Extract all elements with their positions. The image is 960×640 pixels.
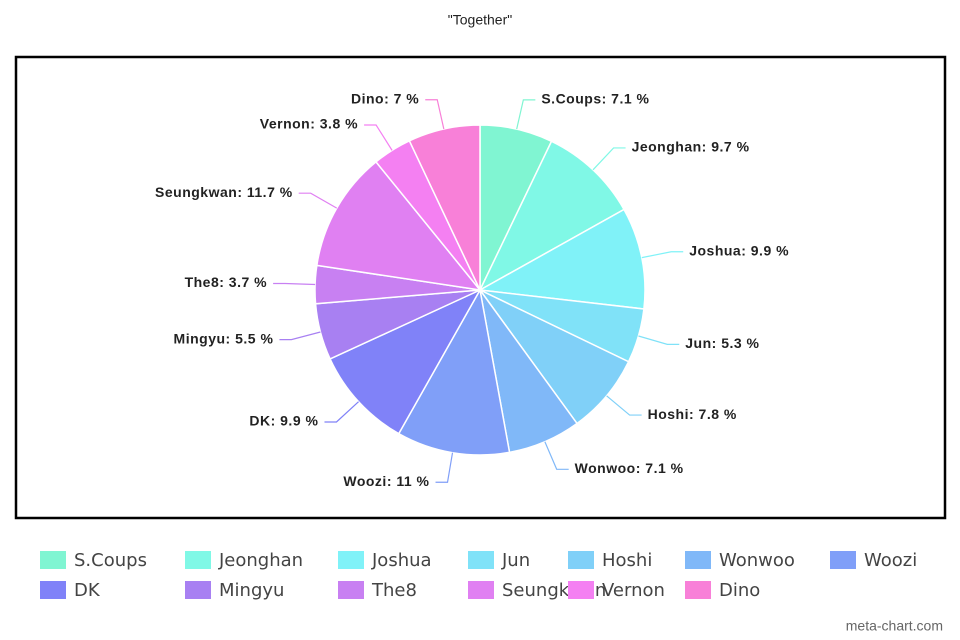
data-label: Woozi: 11 % (343, 473, 429, 489)
legend-swatch (40, 581, 66, 599)
legend-label: Wonwoo (719, 550, 795, 571)
leader-line (273, 282, 316, 286)
leader-line (364, 124, 393, 151)
chart-title: "Together" (448, 12, 512, 28)
pie-slice (329, 288, 482, 435)
leader-line (641, 251, 684, 259)
leader-line (544, 441, 569, 470)
data-label: Jeonghan: 9.7 % (632, 139, 750, 155)
legend-label: Jeonghan (218, 550, 303, 571)
legend-swatch (40, 551, 66, 569)
legend-swatch (468, 581, 494, 599)
legend-swatch (468, 551, 494, 569)
legend-swatch (568, 551, 594, 569)
data-label: Seungkwan: 11.7 % (155, 184, 293, 200)
legend-swatch (568, 581, 594, 599)
data-label: Vernon: 3.8 % (260, 116, 358, 132)
legend-swatch (185, 551, 211, 569)
leader-line (435, 452, 454, 483)
legend-label: Vernon (602, 580, 665, 601)
legend-label: Jun (501, 550, 530, 571)
legend-swatch (338, 581, 364, 599)
leader-line (516, 99, 536, 130)
legend-swatch (338, 551, 364, 569)
data-label: Mingyu: 5.5 % (174, 330, 274, 346)
leader-line (606, 395, 642, 416)
legend-label: Mingyu (219, 580, 284, 601)
legend-label: S.Coups (74, 550, 147, 571)
legend-swatch (685, 551, 711, 569)
legend-label: Woozi (864, 550, 917, 571)
legend-label: The8 (371, 580, 417, 601)
data-label: Joshua: 9.9 % (689, 242, 789, 258)
pie-slice (397, 287, 511, 456)
legend-label: Dino (719, 580, 760, 601)
leader-line (298, 192, 338, 209)
legend-label: Hoshi (602, 550, 652, 571)
data-label: Jun: 5.3 % (685, 335, 759, 351)
legend-swatch (685, 581, 711, 599)
pie-slice (315, 160, 482, 292)
leader-line (279, 331, 321, 341)
leader-line (425, 99, 445, 130)
data-label: The8: 3.7 % (185, 274, 268, 290)
plot-frame (14, 55, 947, 520)
watermark: meta-chart.com (846, 618, 943, 634)
legend-label: DK (74, 580, 101, 601)
leader-line (638, 335, 680, 345)
leader-line (324, 401, 359, 423)
data-label: DK: 9.9 % (249, 413, 318, 429)
legend-label: Joshua (371, 550, 432, 571)
legend-swatch (185, 581, 211, 599)
pie-slice (408, 124, 481, 291)
legend-swatch (830, 551, 856, 569)
data-label: Wonwoo: 7.1 % (575, 460, 684, 476)
data-label: Dino: 7 % (351, 90, 419, 106)
leader-line (592, 147, 626, 171)
data-label: Hoshi: 7.8 % (648, 406, 737, 422)
data-label: S.Coups: 7.1 % (541, 91, 649, 107)
